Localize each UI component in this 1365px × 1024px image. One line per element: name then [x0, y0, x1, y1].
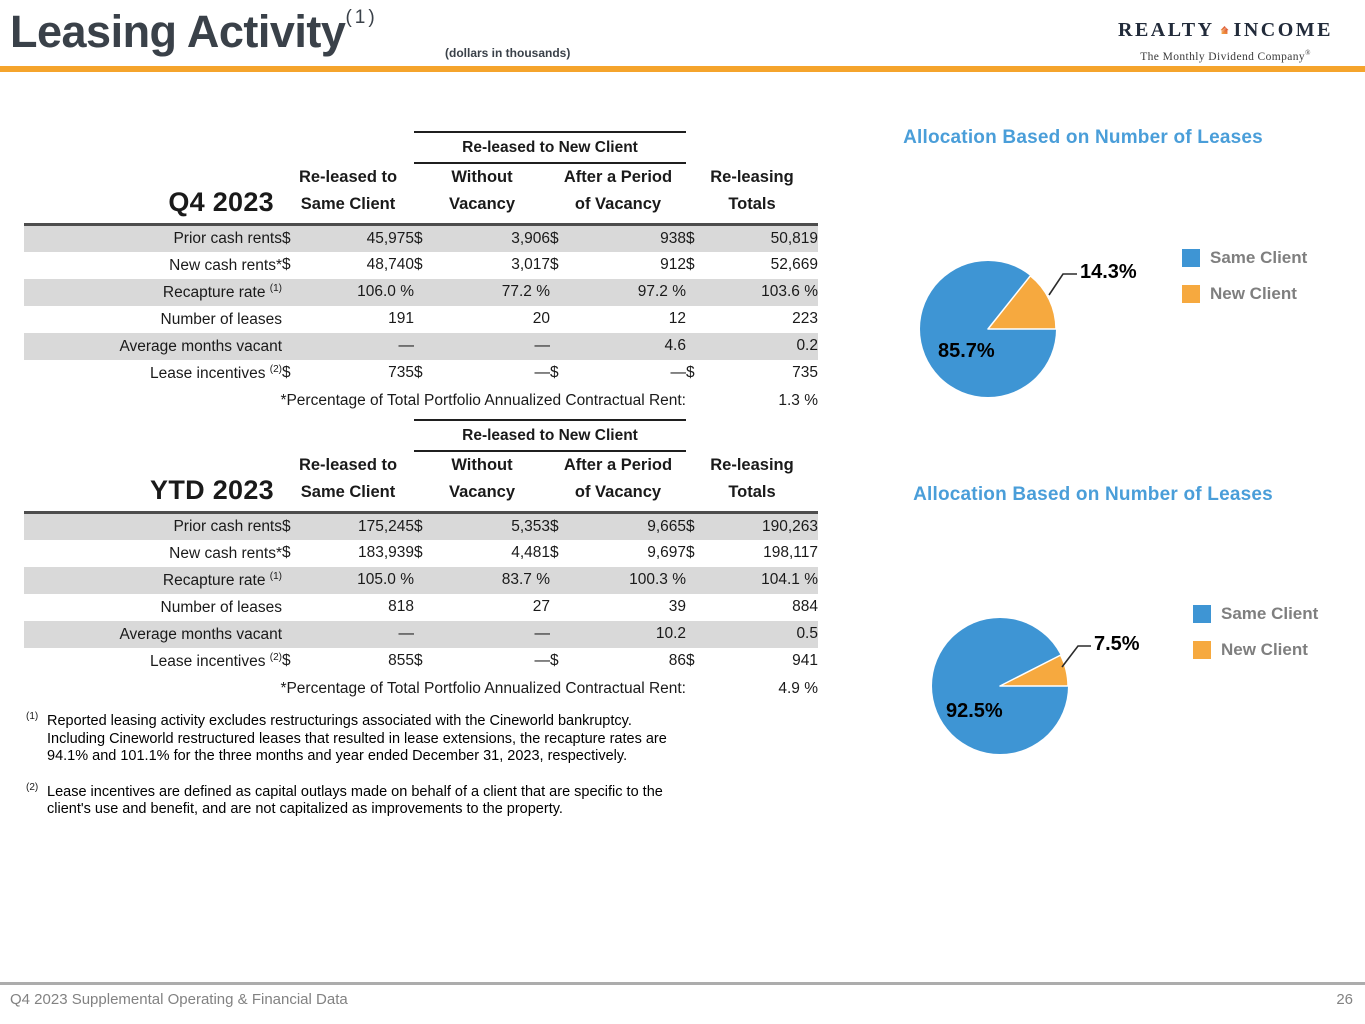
col-header-without-vacancy: Without Vacancy	[414, 451, 550, 514]
col-header-totals: Re-leasing Totals	[686, 451, 818, 514]
col-header-after-vacancy: After a Period of Vacancy	[550, 451, 686, 514]
table-row-recapture-rate: Recapture rate (1) 105.0 % 83.7 % 100.3 …	[24, 566, 818, 594]
table-row-lease-incentives: Lease incentives (2) $855 $ — $86 $941	[149, 651, 818, 670]
table-group-header-row: Re-leased to New Client	[24, 419, 818, 452]
col-header-totals: Re-leasing Totals	[686, 163, 818, 226]
chart-title-q4: Allocation Based on Number of Leases	[903, 127, 1263, 148]
table-row-recapture-rate: Recapture rate (1) 106.0 % 77.2 % 97.2 %…	[24, 278, 818, 306]
legend-swatch-blue	[1182, 249, 1200, 267]
legend-item-new-client: New Client	[1182, 284, 1307, 303]
table-row-portfolio-percentage: *Percentage of Total Portfolio Annualize…	[280, 680, 818, 697]
pie-slice-new-client	[987, 275, 1057, 330]
logo-word-income: INCOME	[1233, 18, 1333, 41]
header-accent-bar	[0, 66, 1365, 72]
footnote-2: (2) Lease incentives are defined as capi…	[26, 781, 663, 818]
footer-page-number: 26	[1336, 991, 1353, 1008]
group-header-new-client: Re-leased to New Client	[414, 131, 686, 164]
legend-ytd: Same Client New Client	[1193, 604, 1318, 677]
footer-rule	[0, 982, 1365, 985]
table-header-row: YTD 2023 Re-leased to Same Client Without…	[24, 451, 818, 514]
legend-swatch-orange	[1193, 641, 1211, 659]
table-row-average-months-vacant: Average months vacant — — 4.6 0.2	[24, 332, 818, 360]
ytd-2023-leasing-table: Re-leased to New Client YTD 2023 Re-leas…	[24, 419, 818, 704]
pie-slice-new-client	[999, 654, 1069, 687]
logo-word-realty: REALTY	[1118, 18, 1215, 41]
callout-line	[1048, 273, 1077, 296]
table-row-lease-incentives: Lease incentives (2) $735 $ — $ — $735	[149, 363, 818, 382]
page-title: Leasing Activity(1)	[10, 6, 378, 57]
table-group-header-row: Re-leased to New Client	[24, 131, 818, 164]
col-header-same-client: Re-leased to Same Client	[282, 451, 414, 514]
pie-label-new-client-ytd: 7.5%	[1094, 633, 1140, 655]
table-row-portfolio-percentage: *Percentage of Total Portfolio Annualize…	[280, 392, 818, 409]
period-label: YTD 2023	[24, 451, 282, 514]
footnotes: (1) Reported leasing activity excludes r…	[26, 711, 806, 837]
legend-swatch-orange	[1182, 285, 1200, 303]
legend-q4: Same Client New Client	[1182, 248, 1307, 321]
col-header-same-client: Re-leased to Same Client	[282, 163, 414, 226]
table-row-new-cash-rents: New cash rents* $48,740 $3,017 $912 $52,…	[169, 256, 818, 274]
table-row-average-months-vacant: Average months vacant — — 10.2 0.5	[24, 620, 818, 648]
legend-item-same-client: Same Client	[1182, 248, 1307, 267]
legend-swatch-blue	[1193, 605, 1211, 623]
table-row-prior-cash-rents: Prior cash rents $45,975 $3,906 $938 $50…	[24, 224, 818, 252]
q4-2023-leasing-table: Re-leased to New Client Q4 2023 Re-lease…	[24, 131, 818, 416]
table-row-new-cash-rents: New cash rents* $183,939 $4,481 $9,697 $…	[169, 544, 818, 562]
period-label: Q4 2023	[24, 163, 282, 226]
units-note: (dollars in thousands)	[445, 46, 571, 60]
table-row-prior-cash-rents: Prior cash rents $175,245 $5,353 $9,665 …	[24, 512, 818, 540]
col-header-without-vacancy: Without Vacancy	[414, 163, 550, 226]
house-icon	[1219, 26, 1229, 34]
logo-tagline: The Monthly Dividend Company®	[1140, 49, 1311, 63]
pie-label-same-client-ytd: 92.5%	[946, 700, 1003, 722]
legend-item-same-client: Same Client	[1193, 604, 1318, 623]
pie-label-same-client-q4: 85.7%	[938, 340, 995, 362]
callout-line	[1061, 645, 1091, 668]
pie-chart-q4	[920, 261, 1077, 397]
group-header-new-client: Re-leased to New Client	[414, 419, 686, 452]
pie-label-new-client-q4: 14.3%	[1080, 261, 1137, 283]
footnote-1: (1) Reported leasing activity excludes r…	[26, 711, 667, 764]
title-footnote-marker: (1)	[345, 7, 378, 28]
footer-document-title: Q4 2023 Supplemental Operating & Financi…	[10, 991, 348, 1008]
table-row-number-of-leases: Number of leases 818 27 39 884	[160, 598, 818, 616]
chart-title-ytd: Allocation Based on Number of Leases	[913, 484, 1273, 505]
col-header-after-vacancy: After a Period of Vacancy	[550, 163, 686, 226]
table-row-number-of-leases: Number of leases 191 20 12 223	[160, 310, 818, 328]
legend-item-new-client: New Client	[1193, 640, 1318, 659]
realty-income-logo: REALTY INCOME The Monthly Dividend Compa…	[1118, 14, 1333, 63]
pie-chart-ytd	[932, 618, 1091, 754]
table-header-row: Q4 2023 Re-leased to Same Client Without V…	[24, 163, 818, 226]
